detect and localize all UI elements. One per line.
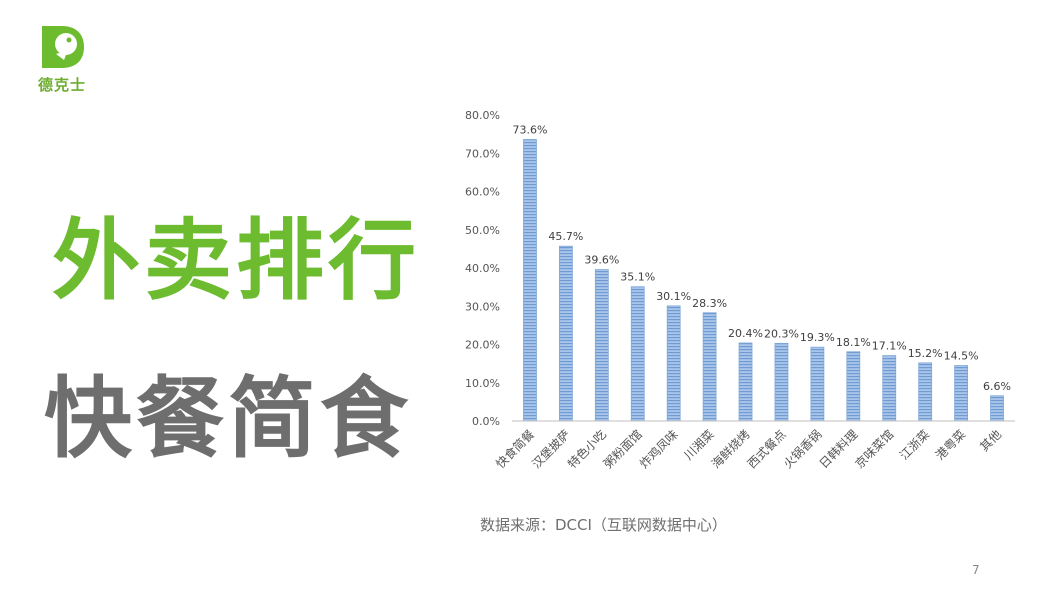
- brand-name: 德克士: [37, 76, 86, 94]
- data-source-note: 数据来源：DCCI（互联网数据中心）: [480, 516, 727, 534]
- y-tick-label: 0.0%: [472, 415, 500, 428]
- data-label: 14.5%: [944, 350, 979, 363]
- x-tick-label: 特色小吃: [564, 427, 609, 472]
- data-label: 73.6%: [512, 123, 547, 136]
- x-tick-label: 江浙菜: [897, 427, 932, 462]
- data-label: 35.1%: [620, 271, 655, 284]
- bar: [882, 355, 897, 422]
- x-tick-label: 川湘菜: [681, 427, 717, 463]
- data-label: 30.1%: [656, 290, 691, 303]
- bar: [810, 346, 825, 422]
- data-label: 19.3%: [800, 331, 835, 344]
- x-tick-label: 火锅香锅: [780, 427, 825, 472]
- x-tick-label: 其他: [977, 427, 1004, 454]
- y-tick-label: 30.0%: [465, 300, 500, 313]
- y-axis: 0.0% 10.0% 20.0% 30.0% 40.0% 50.0% 60.0% 70.0% 8…: [465, 109, 500, 428]
- y-tick-label: 70.0%: [465, 147, 500, 160]
- data-label: 18.1%: [836, 336, 871, 349]
- bars: 73.6% 45.7%39.6%35.1%30.1%28.3% 20.4% 20.3%…: [512, 123, 1011, 422]
- bar: [558, 245, 573, 422]
- data-label: 17.1%: [872, 340, 907, 353]
- data-label: 45.7%: [548, 230, 583, 243]
- x-tick-label: 西式餐点: [744, 427, 789, 472]
- data-label: 39.6%: [584, 254, 619, 267]
- data-label: 15.2%: [908, 347, 943, 360]
- bar: [702, 312, 717, 422]
- title-fast-food: 快餐简食: [44, 367, 413, 470]
- x-tick-label: 港粤菜: [932, 427, 968, 463]
- x-tick-label: 海鲜烧烤: [708, 427, 753, 472]
- brand-logo: 德克士: [34, 24, 90, 96]
- bird-logo-icon: [42, 26, 84, 68]
- x-tick-label: 京味菜馆: [852, 427, 897, 472]
- y-tick-label: 20.0%: [465, 339, 500, 352]
- x-tick-label: 炸鸡凤味: [636, 427, 681, 472]
- page-number: 7: [972, 563, 980, 577]
- data-label: 20.4%: [728, 327, 763, 340]
- bar: [990, 395, 1004, 422]
- title-takeout-ranking: 外卖排行: [52, 209, 421, 312]
- x-tick-label: 汉堡披萨: [528, 427, 573, 472]
- bar: [774, 342, 789, 422]
- y-tick-label: 40.0%: [465, 262, 500, 275]
- x-tick-label: 粥粉面馆: [600, 427, 645, 472]
- bar: [918, 362, 933, 422]
- bar: [630, 286, 645, 422]
- y-tick-label: 10.0%: [465, 377, 500, 390]
- x-tick-label: 快食简餐: [493, 427, 538, 472]
- bar: [594, 269, 609, 422]
- y-tick-label: 60.0%: [465, 186, 500, 199]
- bar: [954, 365, 969, 422]
- bar: [523, 139, 537, 422]
- bar: [738, 342, 753, 422]
- bar-chart: 0.0% 10.0% 20.0% 30.0% 40.0% 50.0% 60.0% 70.0% 8…: [465, 109, 1015, 472]
- y-tick-label: 80.0%: [465, 109, 500, 122]
- data-label: 6.6%: [983, 380, 1011, 393]
- x-tick-label: 日韩料理: [816, 427, 861, 472]
- data-label: 28.3%: [692, 297, 727, 310]
- y-tick-label: 50.0%: [465, 224, 500, 237]
- bar: [666, 305, 681, 422]
- bar: [846, 351, 861, 422]
- data-label: 20.3%: [764, 327, 799, 340]
